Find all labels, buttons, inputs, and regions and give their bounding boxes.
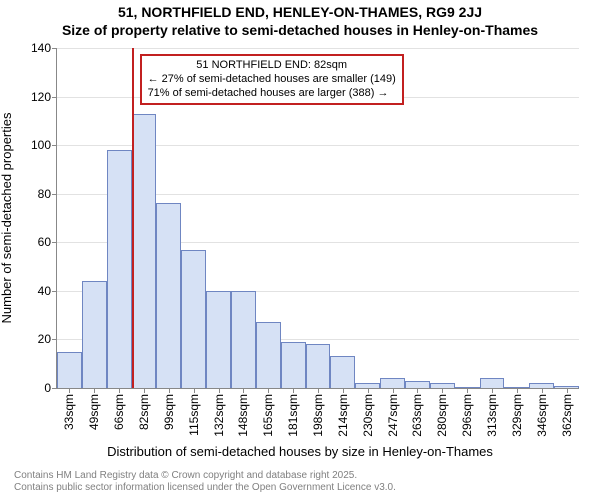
- histogram-bar: [57, 352, 82, 388]
- attribution-footer: Contains HM Land Registry data © Crown c…: [14, 470, 396, 494]
- annotation-line: 51 NORTHFIELD END: 82sqm: [148, 59, 396, 73]
- ytick-label: 40: [38, 284, 57, 298]
- xtick-label: 82sqm: [137, 388, 151, 430]
- chart-title-line1: 51, NORTHFIELD END, HENLEY-ON-THAMES, RG…: [0, 4, 600, 20]
- plot-area: 02040608010012014033sqm49sqm66sqm82sqm99…: [56, 48, 579, 389]
- histogram-bar: [306, 344, 331, 388]
- annotation-box: 51 NORTHFIELD END: 82sqm← 27% of semi-de…: [140, 54, 404, 105]
- ytick-label: 60: [38, 235, 57, 249]
- histogram-bar: [480, 378, 505, 388]
- xtick-label: 313sqm: [485, 388, 499, 437]
- xtick-label: 49sqm: [87, 388, 101, 430]
- histogram-bar: [256, 322, 281, 388]
- histogram-bar: [231, 291, 256, 388]
- xtick-label: 280sqm: [435, 388, 449, 437]
- ytick-label: 120: [31, 90, 57, 104]
- ytick-label: 20: [38, 332, 57, 346]
- ytick-label: 0: [44, 381, 57, 395]
- xtick-label: 329sqm: [510, 388, 524, 437]
- histogram-bar: [107, 150, 132, 388]
- ytick-label: 140: [31, 41, 57, 55]
- xtick-label: 148sqm: [236, 388, 250, 437]
- xtick-label: 181sqm: [286, 388, 300, 437]
- xtick-label: 99sqm: [162, 388, 176, 430]
- xtick-label: 247sqm: [386, 388, 400, 437]
- xtick-label: 346sqm: [535, 388, 549, 437]
- xtick-label: 198sqm: [311, 388, 325, 437]
- ytick-label: 100: [31, 138, 57, 152]
- histogram-bar: [82, 281, 107, 388]
- xtick-label: 165sqm: [261, 388, 275, 437]
- xtick-label: 263sqm: [410, 388, 424, 437]
- xtick-label: 33sqm: [62, 388, 76, 430]
- histogram-bar: [156, 203, 181, 388]
- histogram-bar: [380, 378, 405, 388]
- xtick-label: 115sqm: [187, 388, 201, 436]
- histogram-bar: [181, 250, 206, 388]
- xtick-label: 214sqm: [336, 388, 350, 437]
- grid-line: [57, 48, 579, 49]
- y-axis-label: Number of semi-detached properties: [0, 113, 14, 324]
- footer-line1: Contains HM Land Registry data © Crown c…: [14, 470, 396, 482]
- xtick-label: 66sqm: [112, 388, 126, 430]
- ytick-label: 80: [38, 187, 57, 201]
- histogram-bar: [405, 381, 430, 388]
- histogram-bar: [281, 342, 306, 388]
- histogram-chart: 51, NORTHFIELD END, HENLEY-ON-THAMES, RG…: [0, 0, 600, 500]
- marker-line: [132, 48, 134, 388]
- annotation-line: ← 27% of semi-detached houses are smalle…: [148, 73, 396, 87]
- histogram-bar: [330, 356, 355, 388]
- footer-line2: Contains public sector information licen…: [14, 482, 396, 494]
- histogram-bar: [132, 114, 157, 388]
- x-axis-label: Distribution of semi-detached houses by …: [0, 444, 600, 459]
- annotation-line: 71% of semi-detached houses are larger (…: [148, 87, 396, 101]
- xtick-label: 362sqm: [560, 388, 574, 437]
- chart-title-line2: Size of property relative to semi-detach…: [0, 22, 600, 38]
- xtick-label: 132sqm: [212, 388, 226, 437]
- xtick-label: 230sqm: [361, 388, 375, 437]
- xtick-label: 296sqm: [460, 388, 474, 437]
- histogram-bar: [206, 291, 231, 388]
